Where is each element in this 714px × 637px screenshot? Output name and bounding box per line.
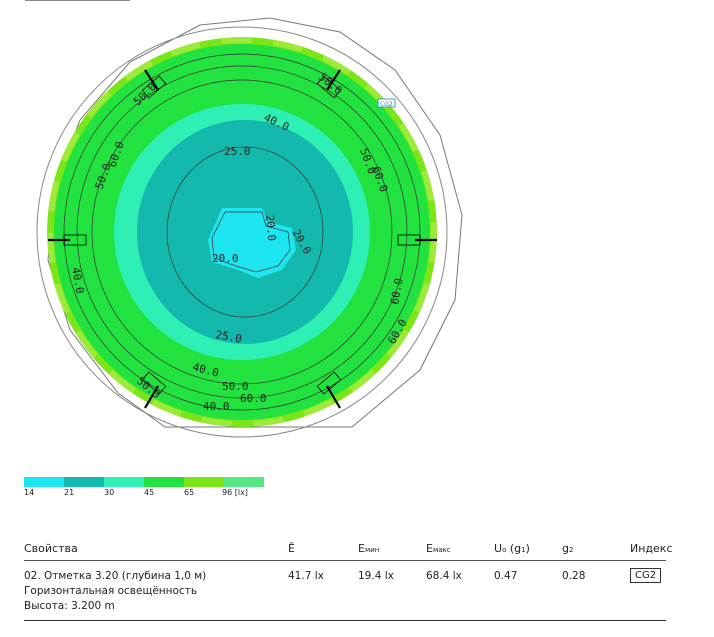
contour-line: [91, 79, 393, 385]
header-e-min: Eмин: [358, 542, 380, 555]
grid-badge-box: [377, 98, 396, 108]
legend-tick-label: 30: [104, 488, 115, 497]
contour-label: 60.0: [240, 392, 267, 405]
contour-label: 60.0: [388, 277, 405, 305]
legend-swatch: [64, 477, 104, 487]
luminaire: [316, 371, 342, 395]
header-e-avg: Ē: [288, 542, 295, 555]
contour-label: 25.0: [224, 145, 251, 158]
legend-swatch: [184, 477, 224, 487]
row-type: Горизонтальная освещённость: [24, 585, 198, 597]
band-14: [208, 208, 296, 278]
legend-tick-label: 21: [64, 488, 75, 497]
row-u0: 0.47: [494, 570, 518, 582]
row-height: Высота: 3.200 m: [24, 600, 115, 612]
legend-tick-label: 14: [24, 488, 35, 497]
legend-swatch: [24, 477, 64, 487]
header-index: Индекс: [630, 542, 673, 555]
legend-swatch: [144, 477, 184, 487]
legend-tick-label: 96 [lx]: [222, 488, 248, 497]
contour-label: 40.0: [203, 400, 230, 413]
contour-line: [166, 146, 324, 318]
legend-swatch: [104, 477, 144, 487]
edge-patch: [47, 37, 437, 427]
row-e-avg: 41.7 lx: [288, 570, 324, 582]
isolux-plot: 25.0 40.0 50.0 60.0 20.0 20.0 20.0 25.0 …: [36, 17, 463, 438]
header-props: Свойства: [24, 542, 78, 555]
header-g2: g2: [562, 542, 574, 555]
table-header: Свойства Ē Eмин Eмакс Uo (g1) g2 Индекс: [24, 540, 673, 561]
luminaire: [141, 371, 167, 395]
luminaire-mount: [326, 385, 341, 409]
contour-label: 20.0: [263, 214, 278, 242]
contour-line: [63, 53, 421, 411]
header-e-max: Eмакс: [426, 542, 451, 555]
row-g2: 0.28: [562, 570, 586, 582]
luminaires: [48, 69, 437, 409]
contour-label: 25.0: [214, 328, 242, 345]
header-u0: Uo (g1): [494, 542, 530, 555]
luminaire-mount: [326, 69, 341, 91]
luminaire-mount: [144, 385, 159, 409]
luminaire: [141, 75, 167, 99]
legend-swatch: [224, 477, 264, 487]
luminaire-mount: [144, 69, 159, 91]
room-inner-circle: [36, 26, 448, 438]
contour-label: 20.0: [212, 252, 239, 265]
contour-line: [76, 65, 408, 399]
table-row: 02. Отметка 3.20 (глубина 1,0 м) Горизон…: [24, 562, 666, 621]
contour-label: 40.0: [69, 266, 86, 294]
row-name: 02. Отметка 3.20 (глубина 1,0 м): [24, 570, 207, 582]
row-e-min: 19.4 lx: [358, 570, 394, 582]
row-e-max: 68.4 lx: [426, 570, 462, 582]
contour-line: [211, 211, 291, 273]
legend-tick-label: 65: [184, 488, 195, 497]
index-badge: CG2: [630, 568, 662, 583]
legend-tick-label: 45: [144, 488, 155, 497]
row-index: CG2: [630, 568, 662, 583]
contour-label: 50.0: [222, 380, 249, 393]
color-legend: 14 21 30 45 65 96 [lx]: [24, 477, 264, 517]
top-rule: [25, 0, 130, 1]
grid-badge-label: CG2: [380, 101, 393, 108]
